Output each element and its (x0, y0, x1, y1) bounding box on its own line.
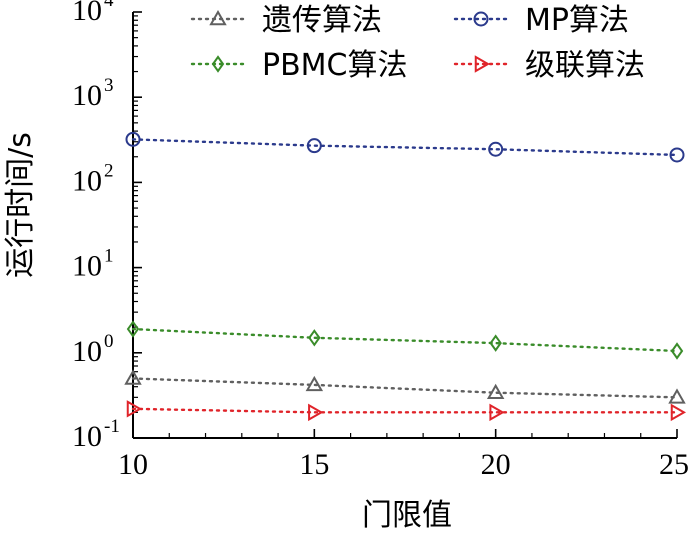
series-line (131, 377, 679, 399)
x-axis-title: 门限值 (362, 498, 452, 533)
x-tick-label: 10 (118, 448, 148, 481)
legend-item-0: 遗传算法 (190, 3, 382, 38)
data-point (126, 320, 140, 338)
y-tick-exponent: 3 (104, 75, 114, 96)
data-point (669, 147, 685, 163)
data-point (126, 400, 143, 418)
series-line (131, 327, 679, 353)
y-tick-exponent: 0 (104, 331, 114, 352)
y-tick-exponent: 4 (104, 0, 114, 11)
legend-label: PBMC算法 (262, 48, 408, 83)
series-0 (124, 369, 686, 404)
data-point (305, 375, 324, 392)
legend: 遗传算法 MP算法 PBMC算法 级联算法 (190, 3, 645, 83)
data-point (124, 369, 142, 385)
data-point (489, 403, 505, 422)
y-tick-exponent: 1 (104, 246, 114, 267)
data-point (486, 383, 505, 399)
series-2 (126, 320, 684, 360)
legend-label: 级联算法 (525, 48, 645, 83)
y-tick-label: 10 (72, 250, 102, 283)
legend-marker (209, 9, 227, 26)
series-3 (126, 400, 687, 422)
data-point (670, 403, 687, 422)
legend-item-1: MP算法 (453, 3, 629, 38)
series-line (131, 407, 679, 414)
x-ticks: 10 15 20 25 (118, 429, 689, 481)
y-tick-exponent: 2 (104, 160, 114, 181)
x-tick-label: 25 (659, 448, 689, 481)
data-point (306, 138, 322, 154)
series-line (131, 138, 679, 157)
legend-marker (211, 55, 225, 73)
axes (132, 12, 677, 439)
data-point (125, 131, 141, 147)
x-tick-label: 15 (299, 448, 329, 481)
y-axis-title: 运行时间/s (3, 132, 38, 278)
data-point (308, 329, 321, 347)
y-tick-label: 10 (72, 164, 102, 197)
data-point (489, 334, 502, 352)
series-layer (124, 131, 687, 422)
legend-label: 遗传算法 (262, 3, 382, 38)
data-point (668, 388, 686, 404)
data-point (308, 403, 324, 422)
legend-item-2: PBMC算法 (190, 48, 408, 83)
y-tick-label: 10 (72, 335, 102, 368)
y-tick-exponent: -1 (104, 416, 120, 437)
data-point (670, 342, 684, 360)
y-tick-label: 10 (72, 79, 102, 112)
legend-marker (473, 11, 489, 27)
legend-label: MP算法 (525, 3, 629, 38)
y-tick-label: 10 (72, 420, 102, 453)
series-1 (125, 131, 685, 163)
x-tick-label: 20 (481, 448, 511, 481)
legend-item-3: 级联算法 (453, 48, 645, 83)
data-point (488, 141, 504, 157)
legend-marker (474, 55, 491, 73)
y-tick-label: 10 (72, 0, 102, 27)
